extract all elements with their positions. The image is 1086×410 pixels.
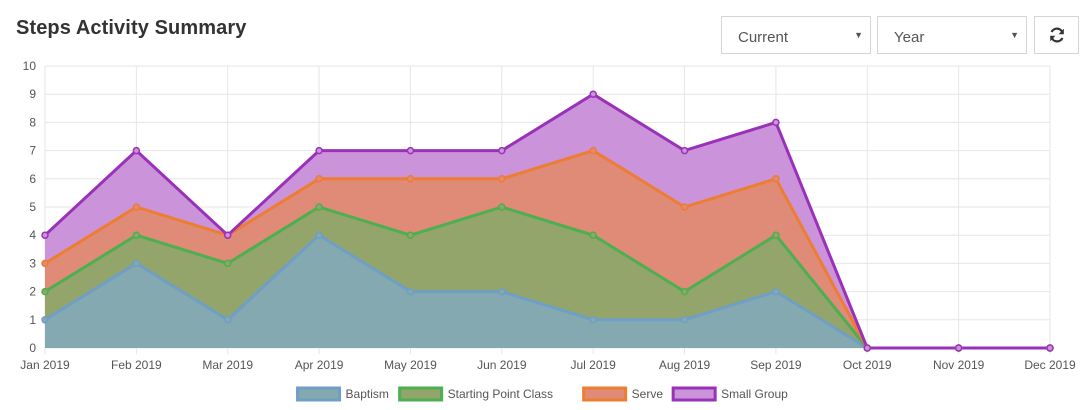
- chevron-down-icon: ▼: [1010, 30, 1019, 40]
- data-point[interactable]: [406, 146, 415, 155]
- period-select[interactable]: Current ▼: [721, 16, 871, 54]
- y-tick-label: 1: [29, 313, 36, 327]
- x-tick-label: Feb 2019: [111, 358, 162, 372]
- data-point[interactable]: [132, 203, 141, 211]
- y-tick-label: 10: [23, 59, 37, 73]
- data-point[interactable]: [680, 287, 689, 296]
- data-point[interactable]: [1046, 344, 1054, 352]
- area-serve: [45, 150, 1050, 348]
- y-tick-label: 3: [29, 256, 36, 270]
- y-tick-label: 6: [29, 172, 36, 186]
- stacked-area-chart: 0 1 2 3 4 5 6 7 8 9 10 Jan 2019 Feb 2019 Mar 2019 Apr …: [20, 59, 1076, 402]
- data-point[interactable]: [680, 203, 689, 211]
- period-select-value: Current: [738, 29, 789, 46]
- x-tick-label: Oct 2019: [843, 358, 892, 372]
- data-point[interactable]: [680, 146, 689, 155]
- data-point[interactable]: [132, 231, 141, 239]
- data-point[interactable]: [223, 259, 232, 268]
- chevron-down-icon: ▼: [854, 30, 863, 40]
- x-tick-label: Nov 2019: [933, 358, 985, 372]
- legend-swatch[interactable]: [582, 386, 628, 402]
- x-tick-label: Dec 2019: [1024, 358, 1076, 372]
- refresh-icon: [1049, 27, 1064, 43]
- data-point[interactable]: [954, 344, 963, 352]
- data-point[interactable]: [223, 316, 232, 324]
- data-point[interactable]: [41, 259, 49, 268]
- data-point[interactable]: [132, 259, 141, 268]
- legend-swatch[interactable]: [296, 386, 342, 402]
- data-point[interactable]: [41, 231, 49, 239]
- chart-areas: [45, 94, 1050, 348]
- x-tick-label: Aug 2019: [659, 358, 711, 372]
- data-point[interactable]: [498, 175, 506, 183]
- data-point[interactable]: [863, 344, 872, 352]
- data-point[interactable]: [406, 175, 415, 183]
- chart-lines: [43, 92, 1050, 350]
- data-point[interactable]: [680, 316, 689, 324]
- refresh-button[interactable]: [1034, 16, 1079, 54]
- data-point[interactable]: [41, 287, 49, 296]
- legend-label[interactable]: Serve: [632, 387, 664, 401]
- chart-points: [41, 90, 1054, 352]
- chart-legend[interactable]: Baptism Starting Point Class Serve Small Gr…: [296, 386, 789, 402]
- area-baptism: [45, 235, 1050, 348]
- data-point[interactable]: [315, 231, 323, 239]
- data-point[interactable]: [772, 118, 780, 127]
- data-point[interactable]: [498, 287, 506, 296]
- data-point[interactable]: [498, 203, 506, 211]
- x-tick-label: May 2019: [384, 358, 437, 372]
- y-tick-label: 7: [29, 144, 36, 158]
- data-point[interactable]: [589, 316, 597, 324]
- line-small-group: [43, 92, 1050, 350]
- data-point[interactable]: [406, 287, 415, 296]
- x-tick-label: Jul 2019: [570, 358, 616, 372]
- y-tick-label: 0: [29, 341, 36, 355]
- y-tick-label: 5: [29, 200, 36, 214]
- data-point[interactable]: [772, 287, 780, 296]
- area-small-group: [45, 94, 1050, 348]
- range-select-value: Year: [894, 29, 925, 46]
- legend-label[interactable]: Small Group: [721, 387, 788, 401]
- y-tick-label: 4: [29, 228, 36, 242]
- data-point[interactable]: [315, 175, 323, 183]
- legend-label[interactable]: Baptism: [346, 387, 389, 401]
- data-point[interactable]: [41, 316, 49, 324]
- range-select[interactable]: Year ▼: [877, 16, 1027, 54]
- x-tick-label: Sep 2019: [750, 358, 802, 372]
- data-point[interactable]: [498, 146, 506, 155]
- data-point[interactable]: [772, 231, 780, 239]
- data-point[interactable]: [132, 146, 141, 155]
- y-tick-label: 9: [29, 87, 36, 101]
- data-point[interactable]: [589, 90, 597, 98]
- area-starting-point-class: [45, 207, 1050, 348]
- y-tick-label: 8: [29, 115, 36, 129]
- x-tick-label: Mar 2019: [202, 358, 253, 372]
- legend-swatch[interactable]: [671, 386, 717, 402]
- x-tick-label: Apr 2019: [295, 358, 344, 372]
- legend-swatch[interactable]: [398, 386, 444, 402]
- legend-label[interactable]: Starting Point Class: [448, 387, 553, 401]
- x-tick-label: Jan 2019: [20, 358, 70, 372]
- x-tick-label: Jun 2019: [477, 358, 527, 372]
- page-title: Steps Activity Summary: [16, 17, 247, 39]
- data-point[interactable]: [772, 175, 780, 183]
- data-point[interactable]: [406, 231, 415, 239]
- data-point[interactable]: [315, 146, 323, 155]
- y-tick-label: 2: [29, 285, 36, 299]
- data-point[interactable]: [589, 231, 597, 239]
- data-point[interactable]: [589, 146, 597, 155]
- data-point[interactable]: [315, 203, 323, 211]
- data-point[interactable]: [223, 231, 232, 239]
- chart-ticks: 0 1 2 3 4 5 6 7 8 9 10 Jan 2019 Feb 2019 Mar 2019 Apr …: [20, 59, 1076, 372]
